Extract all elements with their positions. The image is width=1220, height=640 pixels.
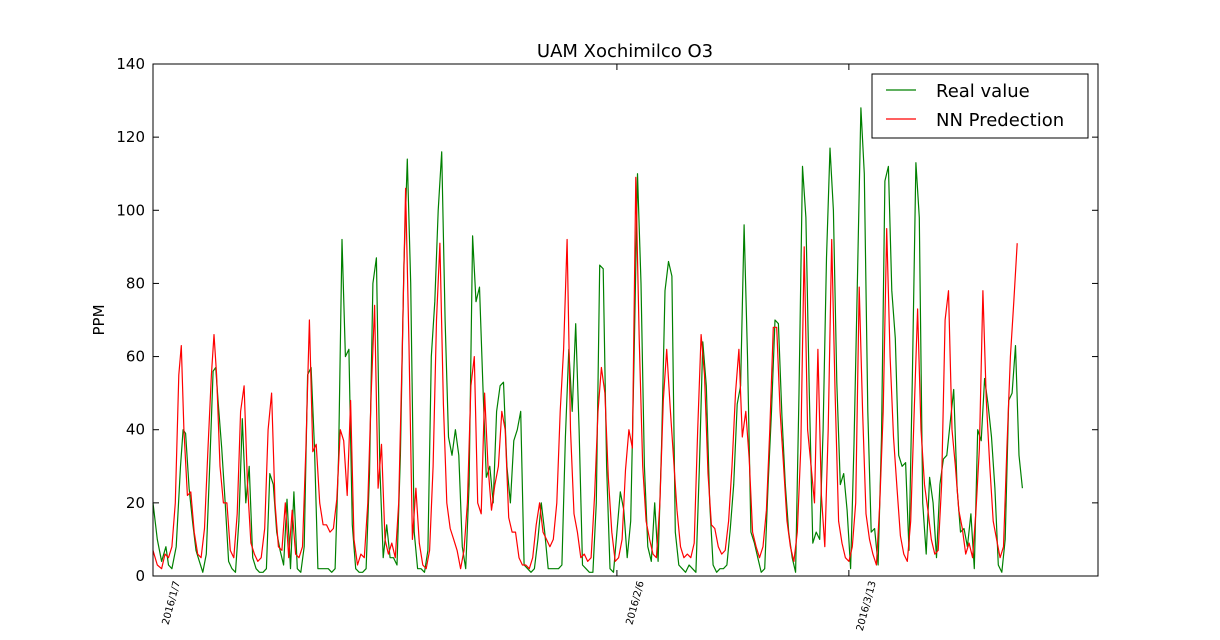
series-layer xyxy=(152,107,1023,573)
y-tick-label: 0 xyxy=(135,567,145,585)
plot-frame xyxy=(152,63,1099,577)
y-tick-label: 140 xyxy=(116,55,145,73)
y-tick-label: 20 xyxy=(126,494,145,512)
legend-label-nn-predection: NN Predection xyxy=(936,110,1064,131)
y-tick-label: 120 xyxy=(116,128,145,146)
y-tick-label: 40 xyxy=(126,421,145,439)
y-axis: 0 20 40 60 80 100 120 140 xyxy=(116,55,1098,585)
x-tick-label: 2016/3/13 xyxy=(855,580,879,632)
y-tick-label: 100 xyxy=(116,201,145,219)
legend: Real value NN Predection xyxy=(871,73,1089,139)
y-tick-label: 60 xyxy=(126,348,145,366)
series-line-nn-predection xyxy=(152,176,1018,570)
legend-label-real-value: Real value xyxy=(936,81,1030,102)
series-line-real-value xyxy=(152,107,1023,573)
y-axis-label: PPM xyxy=(90,304,108,335)
x-tick-label: 2016/2/6 xyxy=(625,580,647,626)
x-axis: 2016/1/7 2016/2/6 2016/3/13 xyxy=(152,64,879,632)
chart-title: UAM Xochimilco O3 xyxy=(537,41,713,62)
legend-box xyxy=(871,73,1089,139)
x-tick-label: 2016/1/7 xyxy=(161,580,183,626)
y-tick-label: 80 xyxy=(126,274,145,292)
